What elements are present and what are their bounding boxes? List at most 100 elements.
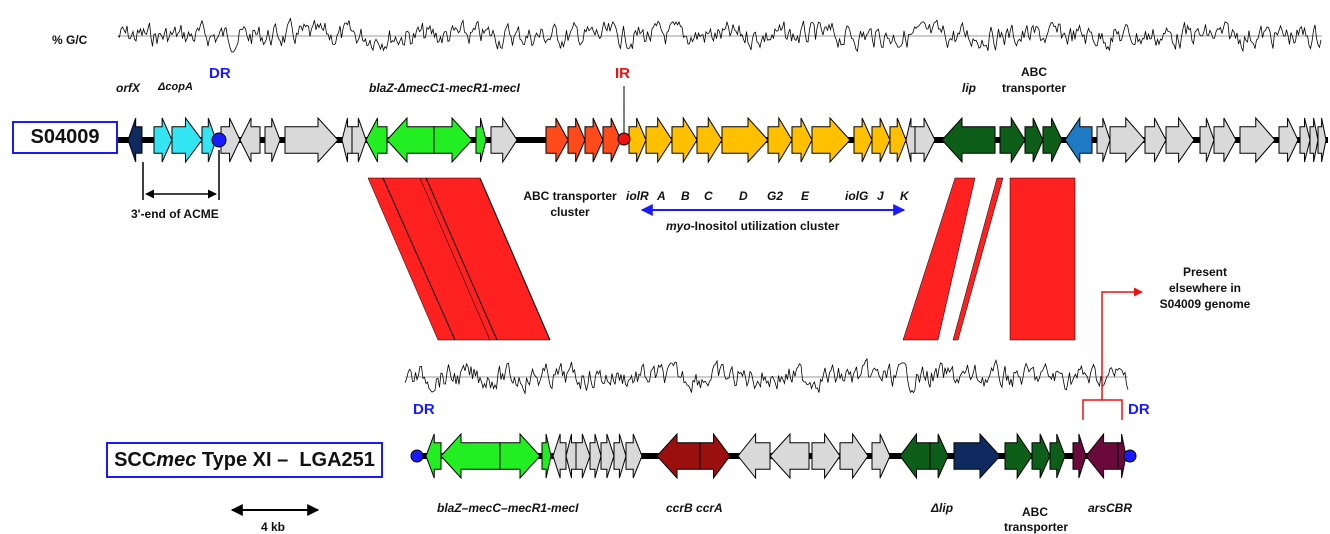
gene-arrow	[1144, 117, 1167, 163]
bottom-abc-label-2: transporter	[1003, 520, 1068, 534]
present-label-2: elsewhere in	[1168, 281, 1242, 295]
gene-arrow	[811, 116, 851, 164]
present-arrow	[1101, 287, 1143, 400]
present-label-3: S04009 genome	[1159, 297, 1251, 311]
gene-arrow	[1117, 433, 1127, 479]
band-divider	[479, 177, 551, 341]
gene-arrow	[575, 433, 591, 479]
iol-gene-label: E	[801, 189, 810, 203]
iol-gene-label: G2	[767, 189, 784, 203]
gene-arrow	[1096, 117, 1111, 163]
gene-arrows	[127, 116, 1327, 480]
gene-arrow	[625, 433, 643, 479]
gene-arrow	[1049, 433, 1066, 479]
gene-arrow	[490, 116, 518, 164]
ccr-label: ccrB ccrA	[666, 501, 723, 515]
gene-arrow	[425, 433, 442, 479]
iol-gene-label: K	[900, 189, 909, 203]
top-bla-label: blaZ-ΔmecC1-mecR1-mecI	[369, 81, 520, 95]
gene-arrow	[440, 432, 501, 480]
gene-arrow	[929, 433, 949, 479]
gene-arrow	[284, 116, 339, 164]
gene-arrow	[671, 116, 698, 164]
gene-arrow	[1165, 116, 1195, 164]
gc-label: % G/C	[52, 33, 88, 47]
annotation-marks	[142, 86, 1143, 516]
myo-inositol-label: myo-Inositol utilization cluster	[666, 220, 839, 232]
gene-arrow	[721, 116, 769, 164]
top-dr-label: DR	[209, 65, 231, 82]
gene-arrow	[628, 117, 647, 163]
top-genome-name[interactable]: S04009	[12, 121, 118, 154]
gene-arrow	[1299, 117, 1311, 163]
gene-arrow	[839, 432, 869, 480]
gene-arrow	[264, 117, 281, 163]
gene-arrow	[433, 116, 473, 164]
iol-gene-label: C	[704, 189, 713, 203]
gene-arrow	[1004, 432, 1033, 480]
bottom-genome-name[interactable]: SCC mec Type XI – LGA251	[106, 442, 383, 478]
gene-arrow	[696, 116, 723, 164]
gene-arrow	[953, 432, 1001, 480]
gene-arrow	[1085, 432, 1119, 480]
gene-arrow	[656, 432, 701, 480]
abc-cluster-label-1: ABC transporter	[523, 189, 617, 203]
myo-italic: myo	[666, 219, 691, 233]
gene-arrow	[941, 116, 996, 164]
scale-label: 4 kb	[261, 520, 286, 534]
gene-arrow	[613, 433, 627, 479]
homology-band	[1009, 177, 1076, 341]
gene-arrow	[1213, 117, 1237, 163]
bottom-name-italic: mec	[156, 448, 197, 471]
gene-arrow	[871, 117, 891, 163]
homology-band	[902, 177, 976, 341]
top-dr-dot	[211, 132, 227, 148]
gene-arrow	[699, 432, 731, 480]
gene-arrow	[602, 117, 622, 163]
abc-cluster-label-2: cluster	[550, 205, 590, 219]
gene-arrow	[541, 433, 552, 479]
gene-arrow	[567, 117, 586, 163]
ars-bracket	[1082, 399, 1123, 420]
gene-arrow	[737, 432, 771, 480]
gc-content-traces	[117, 17, 1322, 395]
gene-arrow	[475, 117, 487, 163]
gene-arrow	[153, 117, 173, 163]
gene-arrow	[1199, 117, 1215, 163]
gene-arrow	[1109, 116, 1146, 164]
band-divider	[425, 177, 498, 341]
gene-arrow	[171, 116, 203, 164]
gene-arrow	[645, 116, 673, 164]
bottom-dr-right-dot	[1123, 449, 1137, 463]
band-divider	[382, 177, 456, 341]
bottom-abc-label-1: ABC	[1022, 505, 1048, 519]
ars-label: arsCBR	[1088, 501, 1133, 515]
iol-gene-label: iolG	[845, 189, 869, 203]
gene-arrow	[1064, 116, 1093, 164]
ir-label: IR	[615, 65, 630, 82]
iol-gene-label: A	[657, 189, 666, 203]
top-genome-name-text: S04009	[30, 126, 100, 148]
orfX-label: orfX	[116, 81, 140, 95]
gene-arrow	[811, 432, 841, 480]
bottom-dr-right-label: DR	[1128, 401, 1150, 418]
gene-arrow	[905, 117, 916, 163]
gene-arrow	[999, 116, 1026, 164]
gene-arrow	[127, 117, 143, 163]
gene-arrow	[386, 116, 435, 164]
gene-arrow	[1317, 117, 1327, 163]
gene-arrow	[220, 117, 241, 163]
gene-arrow	[769, 432, 810, 480]
gc-trace	[404, 357, 1129, 395]
gene-arrow	[589, 433, 602, 479]
gene-arrow	[914, 117, 936, 163]
gene-arrow	[871, 433, 891, 479]
gene-arrow	[201, 117, 217, 163]
iol-gene-label: D	[739, 189, 748, 203]
gene-arrow	[1024, 117, 1044, 163]
gene-arrow	[791, 117, 813, 163]
acme-label: 3'-end of ACME	[131, 207, 219, 221]
gene-arrow	[341, 117, 353, 163]
top-abc-label-1: ABC	[1021, 65, 1047, 79]
